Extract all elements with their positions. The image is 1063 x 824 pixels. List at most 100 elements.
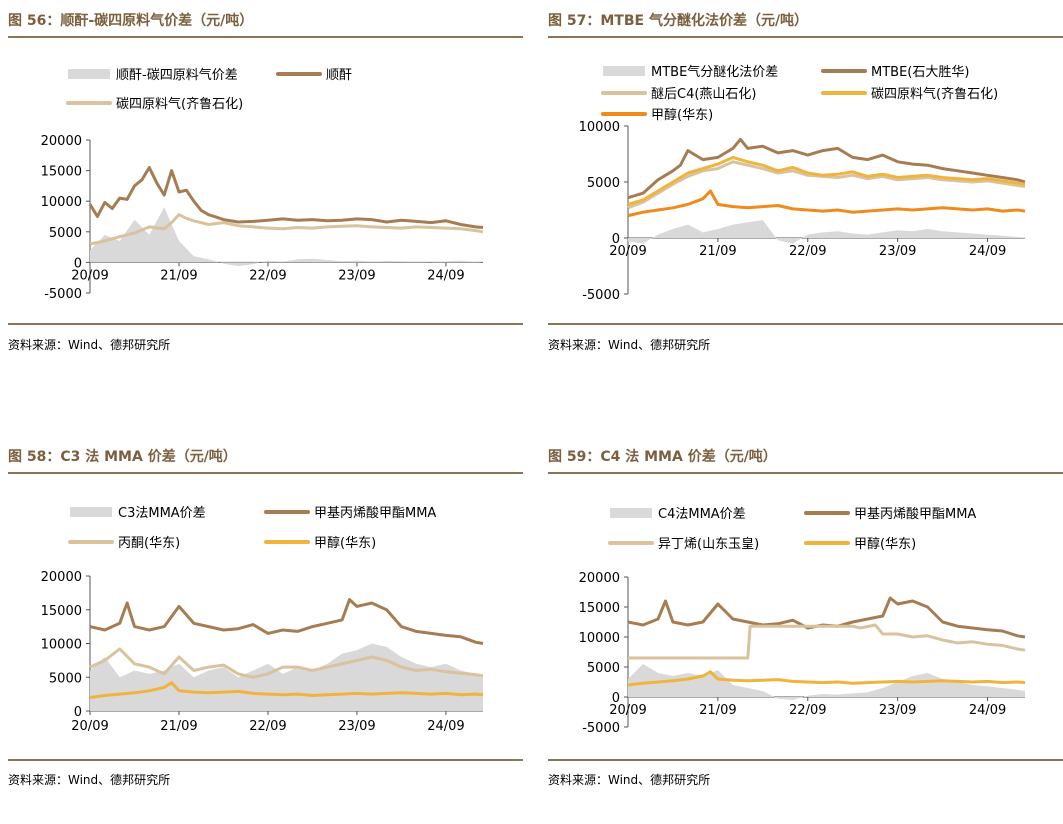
legend-label: 甲醇(华东) [651, 107, 713, 123]
series-area [628, 220, 1025, 244]
x-tick-label: 23/09 [338, 268, 375, 283]
y-tick-label: 20000 [579, 571, 620, 586]
title-rule [8, 472, 523, 474]
x-tick-label: 21/09 [699, 703, 736, 718]
legend-label: 碳四原料气(齐鲁石化) [116, 96, 243, 112]
x-tick-label: 24/09 [969, 244, 1006, 259]
chart-panel-59: 图 59：C4 法 MMA 价差（元/吨） C4法MMA价差 甲基丙烯酸甲酯MMA… [548, 444, 1063, 824]
x-tick-label: 21/09 [160, 268, 197, 283]
y-tick-label: 0 [74, 705, 82, 720]
x-tick-label: 22/09 [249, 719, 286, 734]
series-line [627, 137, 1026, 200]
chart-57: MTBE气分醚化法价差 MTBE(石大胜华) 醚后C4(燕山石化) 碳四原料气(齐鲁石… [579, 64, 1026, 303]
y-tick-label: -5000 [582, 721, 620, 736]
chart-title: 图 56：顺酐-碳四原料气价差（元/吨） [8, 13, 254, 29]
chart-59: C4法MMA价差 甲基丙烯酸甲酯MMA 异丁烯(山东玉皇) 甲醇(华东) -5000 0 5… [579, 507, 1026, 736]
x-tick-label: 24/09 [427, 719, 464, 734]
legend-swatch [68, 69, 110, 79]
x-tick-label: 24/09 [969, 703, 1006, 718]
x-tick-label: 20/09 [71, 719, 108, 734]
y-tick-label: 15000 [41, 604, 82, 619]
legend-label: 碳四原料气(齐鲁石化) [871, 86, 998, 102]
series-area [628, 664, 1025, 700]
legend-label: MTBE气分醚化法价差 [651, 64, 778, 80]
legend-label: 甲基丙烯酸甲酯MMA [314, 506, 436, 521]
series-line [627, 670, 1026, 687]
series-line [627, 160, 1026, 210]
source-rule [548, 323, 1063, 325]
x-tick-label: 20/09 [71, 268, 108, 283]
series-line [627, 596, 1026, 639]
y-tick-label: 5000 [49, 226, 82, 241]
y-tick-label: 0 [612, 691, 620, 706]
title-rule [548, 36, 1063, 38]
chart-title: 图 58：C3 法 MMA 价差（元/吨） [8, 449, 237, 465]
y-tick-label: 10000 [41, 195, 82, 210]
x-tick-label: 22/09 [789, 703, 826, 718]
x-tick-label: 21/09 [160, 719, 197, 734]
series-line [89, 598, 484, 645]
legend-label: 甲醇(华东) [314, 535, 376, 551]
series-area [90, 207, 483, 267]
series-line [89, 647, 484, 679]
y-tick-label: 10000 [579, 120, 620, 135]
y-tick-label: 10000 [41, 638, 82, 653]
y-tick-label: 20000 [41, 134, 82, 149]
series-line [89, 681, 484, 699]
chart-title: 图 59：C4 法 MMA 价差（元/吨） [548, 449, 777, 465]
x-tick-label: 20/09 [609, 703, 646, 718]
y-tick-label: 5000 [587, 661, 620, 676]
y-tick-label: 5000 [49, 671, 82, 686]
chart-58: C3法MMA价差 甲基丙烯酸甲酯MMA 丙酮(华东) 甲醇(华东) 0 5000 10000… [41, 506, 484, 734]
series-line [628, 623, 1026, 660]
source-rule [8, 323, 523, 325]
y-tick-label: 20000 [41, 570, 82, 585]
legend-label: 甲醇(华东) [854, 536, 916, 552]
legend-label: 甲基丙烯酸甲酯MMA [854, 507, 976, 522]
series-line [88, 166, 484, 229]
y-tick-label: 5000 [587, 176, 620, 191]
legend-label: MTBE(石大胜华) [871, 65, 969, 80]
title-rule [8, 36, 523, 38]
source-note: 资料来源：Wind、德邦研究所 [548, 338, 711, 352]
x-tick-label: 22/09 [249, 268, 286, 283]
legend-label: 醚后C4(燕山石化) [651, 87, 757, 102]
series-line [627, 189, 1026, 218]
source-note: 资料来源：Wind、德邦研究所 [548, 773, 711, 787]
x-tick-label: 20/09 [609, 244, 646, 259]
y-tick-label: 0 [612, 232, 620, 247]
x-tick-label: 24/09 [427, 268, 464, 283]
legend-swatch [70, 507, 112, 517]
title-rule [548, 472, 1063, 474]
x-tick-label: 23/09 [338, 719, 375, 734]
x-tick-label: 22/09 [789, 244, 826, 259]
source-note: 资料来源：Wind、德邦研究所 [8, 773, 171, 787]
source-note: 资料来源：Wind、德邦研究所 [8, 338, 171, 352]
legend-label: C3法MMA价差 [118, 506, 206, 521]
y-tick-label: 15000 [579, 601, 620, 616]
legend-label: 丙酮(华东) [118, 536, 180, 551]
legend-label: 异丁烯(山东玉皇) [658, 537, 759, 552]
y-tick-label: 10000 [579, 631, 620, 646]
chart-title: 图 57：MTBE 气分醚化法价差（元/吨） [548, 13, 809, 29]
legend-swatch [603, 66, 645, 76]
y-tick-label: -5000 [44, 287, 82, 302]
chart-panel-57: 图 57：MTBE 气分醚化法价差（元/吨） MTBE气分醚化法价差 MTBE(石… [548, 8, 1063, 388]
chart-panel-56: 图 56：顺酐-碳四原料气价差（元/吨） 顺酐-碳四原料气价差 顺酐碳四原料气(齐… [8, 8, 523, 388]
y-tick-label: -5000 [582, 288, 620, 303]
x-tick-label: 23/09 [879, 703, 916, 718]
legend-swatch [610, 508, 652, 518]
legend-label: C4法MMA价差 [658, 507, 746, 522]
legend-label: 顺酐-碳四原料气价差 [116, 67, 238, 83]
chart-panel-58: 图 58：C3 法 MMA 价差（元/吨） C3法MMA价差 甲基丙烯酸甲酯MMA… [8, 444, 523, 824]
y-tick-label: 15000 [41, 165, 82, 180]
series-line [89, 213, 484, 246]
source-rule [548, 759, 1063, 761]
y-tick-label: 0 [74, 256, 82, 271]
legend-label: 顺酐 [326, 68, 352, 83]
series-area [90, 643, 483, 711]
series-line [627, 155, 1026, 206]
x-tick-label: 21/09 [699, 244, 736, 259]
source-rule [8, 759, 523, 761]
